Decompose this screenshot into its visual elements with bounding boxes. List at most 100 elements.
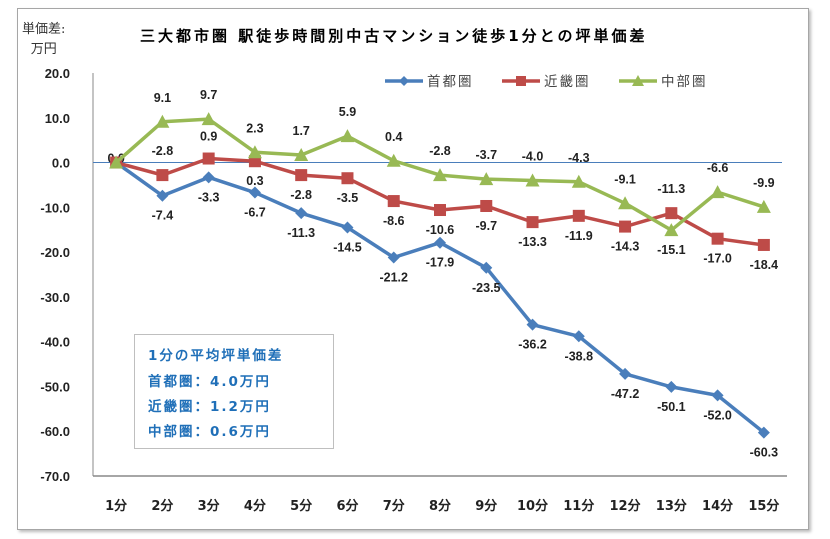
diamond-marker	[202, 171, 215, 184]
square-marker	[156, 169, 169, 182]
y-tick-label: -30.0	[40, 290, 70, 305]
legend-label: 首都圏	[427, 74, 474, 90]
x-tick-label: 8分	[429, 498, 451, 514]
triangle-marker	[340, 129, 355, 143]
data-label: -17.0	[703, 252, 732, 266]
x-tick-label: 9分	[475, 498, 497, 514]
data-label: -14.3	[611, 240, 640, 254]
diamond-marker	[480, 261, 493, 274]
data-label: -9.7	[475, 219, 497, 233]
x-tick-label: 6分	[336, 498, 358, 514]
square-marker	[341, 172, 354, 185]
data-label: -14.5	[333, 240, 362, 254]
annotation-line: 首都圏：4.0万円	[148, 374, 271, 390]
square-marker	[757, 238, 770, 251]
triangle-marker	[201, 112, 216, 126]
diamond-marker	[572, 330, 585, 343]
triangle-marker	[479, 172, 494, 186]
x-tick-label: 1分	[105, 498, 127, 514]
data-label: -9.9	[753, 176, 775, 190]
data-label: -6.7	[244, 206, 266, 220]
triangle-marker	[155, 114, 170, 128]
chart-title: 三大都市圏 駅徒歩時間別中古マンション徒歩1分との坪単価差	[140, 27, 648, 45]
data-label: -50.1	[657, 400, 686, 414]
diamond-marker	[295, 207, 308, 220]
data-label: -7.4	[152, 209, 174, 223]
legend-diamond-icon	[399, 76, 409, 86]
data-label: 0.3	[246, 174, 263, 188]
chart-frame	[17, 8, 809, 530]
y-tick-label: -70.0	[40, 469, 70, 484]
x-tick-label: 12分	[610, 498, 641, 514]
data-label: -4.0	[522, 149, 544, 163]
data-label: -13.3	[518, 235, 547, 249]
data-label: -8.6	[383, 214, 405, 228]
data-label: -11.3	[287, 226, 315, 240]
square-marker	[434, 204, 446, 217]
triangle-marker	[525, 173, 540, 187]
triangle-marker	[247, 145, 262, 159]
data-label: -18.4	[750, 258, 779, 272]
triangle-marker	[433, 168, 447, 182]
triangle-marker	[756, 199, 771, 213]
y-tick-label: 20.0	[45, 66, 70, 81]
data-label: -2.8	[152, 144, 174, 158]
data-label: 9.7	[200, 88, 217, 102]
x-tick-label: 2分	[151, 498, 173, 514]
data-label: -17.9	[426, 256, 455, 270]
data-label: -3.3	[198, 190, 220, 204]
data-label: -2.8	[429, 144, 451, 158]
x-tick-label: 15分	[748, 498, 779, 514]
y-tick-label: -20.0	[40, 245, 70, 260]
annotation-line: 中部圏：0.6万円	[148, 424, 271, 440]
square-marker	[665, 207, 678, 220]
x-tick-label: 11分	[563, 498, 594, 514]
square-marker	[711, 232, 724, 245]
triangle-marker	[571, 174, 586, 188]
triangle-marker	[710, 185, 725, 199]
triangle-marker	[386, 153, 401, 167]
x-tick-label: 14分	[702, 498, 733, 514]
x-tick-label: 4分	[244, 498, 266, 514]
triangle-marker	[618, 196, 633, 210]
average-annotation-box: 1分の平均坪単価差 首都圏：4.0万円 近畿圏：1.2万円 中部圏：0.6万円	[134, 334, 334, 449]
square-marker	[480, 199, 493, 212]
diamond-marker	[757, 426, 770, 439]
diamond-marker	[526, 318, 539, 331]
data-label: 1.7	[293, 124, 310, 138]
legend-square-icon	[516, 76, 526, 86]
square-marker	[526, 216, 539, 229]
data-label: 0.9	[200, 130, 217, 144]
y-tick-label: -50.0	[40, 379, 70, 394]
triangle-marker	[664, 223, 679, 237]
annotation-line: 近畿圏：1.2万円	[148, 399, 271, 415]
diamond-marker	[156, 189, 169, 202]
y-tick-label: -60.0	[40, 424, 70, 439]
data-label: -60.3	[750, 446, 779, 460]
data-label: -11.9	[565, 229, 593, 243]
data-label: 0.4	[385, 130, 402, 144]
data-label: -23.5	[472, 281, 501, 295]
diamond-marker	[434, 236, 446, 249]
data-label: -3.5	[337, 191, 359, 205]
x-tick-label: 3分	[198, 498, 220, 514]
square-marker	[387, 195, 400, 208]
data-label: -36.2	[518, 338, 547, 352]
square-marker	[202, 152, 215, 165]
data-label: -11.3	[657, 182, 685, 196]
x-tick-label: 10分	[517, 498, 548, 514]
square-marker	[572, 209, 585, 222]
data-label: -4.3	[568, 151, 590, 165]
diamond-marker	[341, 221, 354, 234]
y-axis-unit-label: 単価差: 万円	[22, 20, 65, 60]
data-label: -9.1	[614, 172, 636, 186]
y-axis-unit-line-1: 単価差:	[22, 22, 66, 37]
square-marker	[295, 169, 308, 182]
data-label: -6.6	[707, 161, 729, 175]
legend-triangle-icon	[632, 75, 644, 86]
diamond-marker	[387, 251, 400, 264]
data-label: -52.0	[703, 408, 732, 422]
data-label: -21.2	[379, 270, 408, 284]
diamond-marker	[248, 186, 261, 199]
